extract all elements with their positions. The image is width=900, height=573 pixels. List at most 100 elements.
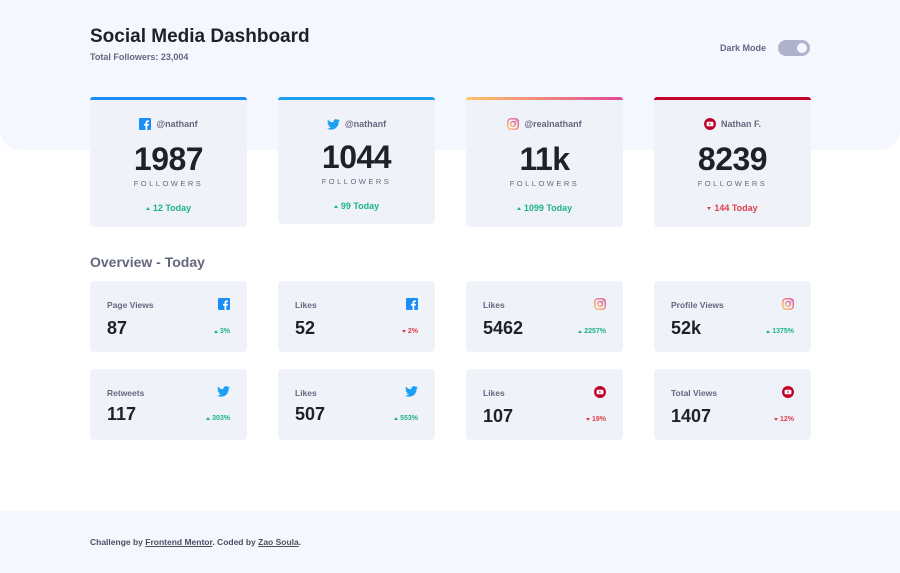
follower-count: 1044: [321, 139, 392, 175]
instagram-icon: [507, 118, 520, 130]
overview-label: Likes: [483, 300, 505, 310]
card-handle-row: Nathan F.: [654, 117, 811, 131]
total-followers: Total Followers: 23,004: [90, 52, 189, 62]
overview-card[interactable]: Page Views 87 3%: [90, 281, 247, 352]
facebook-icon: [139, 118, 152, 130]
overview-value: 52k: [671, 318, 702, 338]
follower-count: 11k: [519, 141, 570, 177]
card-accent-bar: [278, 97, 435, 100]
overview-change-text: 12%: [779, 416, 794, 423]
overview-label: Retweets: [107, 388, 145, 398]
overview-value: 117: [107, 404, 137, 424]
card-handle-row: @nathanf: [90, 117, 247, 131]
overview-change-text: 2257%: [584, 328, 606, 335]
overview-value: 507: [295, 404, 326, 424]
follower-card-instagram[interactable]: @realnathanf 11k FOLLOWERS 1099 Today: [466, 97, 623, 227]
up-arrow-icon: [394, 417, 399, 420]
today-change-text: 144 Today: [714, 203, 758, 213]
author-link[interactable]: Zao Soula: [258, 537, 299, 547]
up-arrow-icon: [213, 330, 218, 333]
up-arrow-icon: [145, 206, 150, 210]
page-header: Social Media Dashboard Total Followers: …: [90, 26, 810, 66]
card-accent-bar: [654, 97, 811, 100]
page-title: Social Media Dashboard: [90, 26, 310, 47]
overview-change-text: 1375%: [772, 328, 794, 335]
overview-change: 303%: [206, 415, 230, 422]
dark-mode-label: Dark Mode: [719, 43, 766, 53]
overview-change-text: 19%: [591, 416, 606, 423]
overview-value: 107: [483, 406, 514, 426]
overview-label: Likes: [295, 388, 317, 398]
toggle-knob: [797, 43, 807, 53]
follower-card-facebook[interactable]: @nathanf 1987 FOLLOWERS 12 Today: [90, 97, 247, 227]
card-handle-row: @realnathanf: [466, 117, 623, 131]
follower-unit: FOLLOWERS: [509, 179, 580, 188]
overview-label: Total Views: [671, 388, 717, 398]
overview-label: Likes: [483, 388, 505, 398]
up-arrow-icon: [333, 204, 338, 208]
follower-unit: FOLLOWERS: [133, 179, 204, 188]
overview-card[interactable]: Likes 107 19%: [466, 369, 623, 440]
overview-value: 87: [107, 318, 128, 338]
card-handle: @nathanf: [344, 119, 387, 129]
overview-change: 2257%: [578, 328, 606, 335]
card-handle-row: @nathanf: [278, 117, 435, 131]
down-arrow-icon: [585, 418, 590, 421]
overview-card[interactable]: Likes 5462 2257%: [466, 281, 623, 352]
overview-change-text: 553%: [400, 415, 418, 422]
follower-unit: FOLLOWERS: [321, 177, 392, 186]
dark-mode-toggle[interactable]: [778, 40, 810, 56]
overview-change: 553%: [394, 415, 418, 422]
attribution-suffix: .: [298, 537, 302, 547]
attribution-middle: . Coded by: [212, 537, 259, 547]
attribution: Challenge by Frontend Mentor. Coded by Z…: [90, 537, 301, 547]
overview-change: 12%: [773, 416, 794, 423]
overview-change: 1375%: [766, 328, 794, 335]
overview-card[interactable]: Profile Views 52k 1375%: [654, 281, 811, 352]
follower-unit: FOLLOWERS: [697, 179, 768, 188]
overview-label: Page Views: [107, 300, 154, 310]
overview-card[interactable]: Likes 52 2%: [278, 281, 435, 352]
overview-change: 2%: [401, 328, 418, 335]
overview-value: 1407: [671, 406, 712, 426]
up-arrow-icon: [206, 417, 211, 420]
today-change: 144 Today: [654, 203, 811, 213]
today-change: 1099 Today: [466, 203, 623, 213]
today-change-text: 1099 Today: [523, 203, 573, 213]
follower-card-youtube[interactable]: Nathan F. 8239 FOLLOWERS 144 Today: [654, 97, 811, 227]
down-arrow-icon: [401, 330, 406, 333]
down-arrow-icon: [773, 418, 778, 421]
frontend-mentor-link[interactable]: Frontend Mentor: [145, 537, 213, 547]
overview-label: Profile Views: [671, 300, 724, 310]
overview-card[interactable]: Total Views 1407 12%: [654, 369, 811, 440]
card-handle: Nathan F.: [720, 119, 761, 129]
today-change-text: 12 Today: [152, 203, 192, 213]
card-handle: @realnathanf: [524, 119, 582, 129]
follower-count: 1987: [133, 141, 204, 177]
card-handle: @nathanf: [156, 119, 198, 129]
overview-value: 52: [295, 318, 316, 338]
down-arrow-icon: [707, 206, 712, 210]
overview-card[interactable]: Likes 507 553%: [278, 369, 435, 440]
overview-value: 5462: [483, 318, 524, 338]
overview-change-text: 3%: [219, 328, 230, 335]
overview-card[interactable]: Retweets 117 303%: [90, 369, 247, 440]
page-footer: Challenge by Frontend Mentor. Coded by Z…: [0, 511, 900, 573]
facebook-icon: [406, 298, 418, 310]
card-accent-bar: [466, 97, 623, 100]
today-change-text: 99 Today: [340, 201, 380, 211]
youtube-icon: [594, 386, 606, 398]
instagram-icon: [782, 298, 794, 310]
overview-label: Likes: [295, 300, 317, 310]
overview-title: Overview - Today: [90, 254, 205, 270]
followers-section: @nathanf 1987 FOLLOWERS 12 Today @nathan…: [90, 97, 811, 227]
up-arrow-icon: [578, 330, 583, 333]
youtube-icon: [782, 386, 794, 398]
up-arrow-icon: [516, 206, 521, 210]
overview-change-text: 2%: [407, 328, 418, 335]
overview-change: 19%: [585, 416, 606, 423]
youtube-icon: [703, 118, 716, 130]
dark-mode-control: Dark Mode: [720, 40, 810, 56]
follower-card-twitter[interactable]: @nathanf 1044 FOLLOWERS 99 Today: [278, 97, 435, 224]
facebook-icon: [218, 298, 230, 310]
